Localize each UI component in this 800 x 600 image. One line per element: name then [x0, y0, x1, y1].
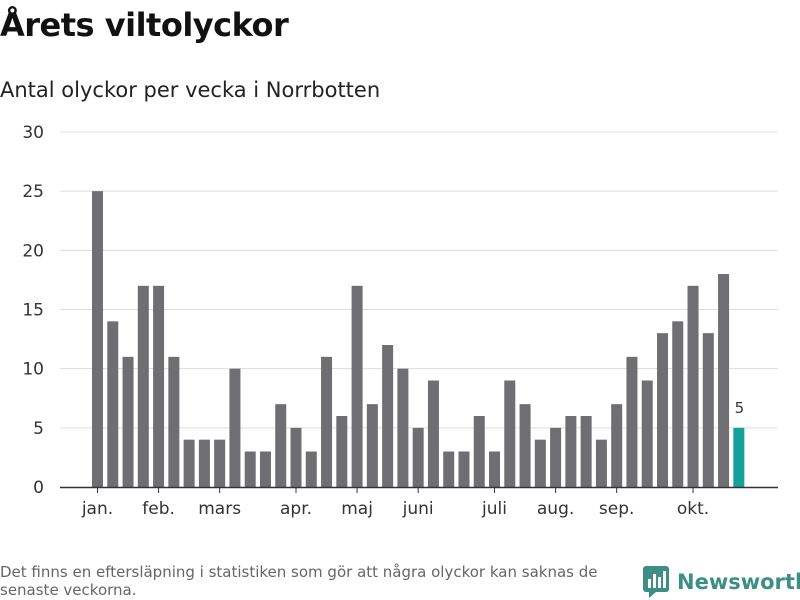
- bar: [412, 427, 424, 487]
- bar: [443, 451, 455, 487]
- newsworthy-logo[interactable]: Newsworthy: [643, 566, 800, 598]
- bar: [519, 404, 531, 487]
- bar: [92, 191, 103, 487]
- bar: [351, 285, 363, 487]
- bar: [626, 356, 638, 487]
- y-tick-label: 30: [22, 123, 44, 143]
- bar: [473, 416, 485, 487]
- bar: [595, 439, 607, 487]
- x-tick-label: juli: [481, 499, 507, 519]
- bar: [244, 451, 256, 487]
- bar: [565, 416, 577, 487]
- y-tick-label: 10: [22, 360, 44, 380]
- bar: [550, 427, 562, 487]
- x-tick-label: sep.: [599, 499, 635, 519]
- bar: [611, 404, 623, 487]
- footnote: Det finns en eftersläpning i statistiken…: [0, 563, 598, 599]
- bar: [702, 333, 714, 487]
- bar: [107, 321, 119, 487]
- bar: [382, 345, 394, 487]
- bar: [290, 427, 302, 487]
- chart-title: Årets viltolyckor: [0, 6, 289, 44]
- bar: [656, 333, 668, 487]
- bar-highlight: [733, 427, 745, 487]
- x-tick-label: aug.: [537, 499, 574, 519]
- y-tick-label: 0: [33, 478, 44, 498]
- x-tick-label: mars: [198, 499, 241, 519]
- bar: [489, 451, 501, 487]
- x-tick-label: juni: [402, 499, 434, 519]
- bar: [458, 451, 470, 487]
- y-tick-label: 20: [22, 241, 44, 261]
- bar-chart: 0 5 10 15 20 25 30 jan. feb. mars apr. maj juni juli a…: [22, 123, 778, 519]
- bar: [641, 380, 653, 487]
- bar-chart-logo-icon: [643, 566, 669, 598]
- x-tick-label: maj: [341, 499, 373, 519]
- x-tick-label: okt.: [677, 499, 709, 519]
- bar: [214, 439, 226, 487]
- bar: [122, 356, 134, 487]
- bar: [504, 380, 516, 487]
- y-tick-label: 5: [33, 419, 44, 439]
- bar: [305, 451, 317, 487]
- bar: [672, 321, 684, 487]
- bar: [687, 285, 699, 487]
- bar: [259, 451, 271, 487]
- bar: [321, 356, 333, 487]
- bar: [534, 439, 546, 487]
- bar: [275, 404, 287, 487]
- bar: [427, 380, 439, 487]
- bar: [718, 274, 730, 487]
- bar: [229, 368, 241, 487]
- bar: [137, 285, 149, 487]
- bar: [580, 416, 592, 487]
- x-tick-label: jan.: [81, 499, 113, 519]
- bar: [397, 368, 409, 487]
- bar: [183, 439, 195, 487]
- bar: [198, 439, 210, 487]
- bar: [336, 416, 348, 487]
- bar: [153, 285, 165, 487]
- bar: [366, 404, 378, 487]
- y-tick-label: 15: [22, 301, 44, 321]
- data-label: 5: [735, 399, 745, 417]
- chart-subtitle: Antal olyckor per vecka i Norrbotten: [0, 78, 381, 102]
- x-tick-label: apr.: [280, 499, 312, 519]
- x-tick-label: feb.: [142, 499, 175, 519]
- brand-name: Newsworthy: [677, 570, 800, 594]
- y-tick-label: 25: [22, 182, 44, 202]
- bar: [168, 356, 180, 487]
